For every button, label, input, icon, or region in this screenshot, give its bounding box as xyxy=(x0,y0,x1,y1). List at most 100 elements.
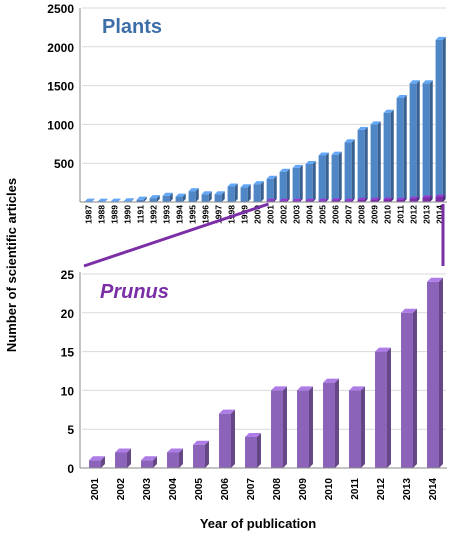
prunus-bar xyxy=(219,409,235,468)
plants-bar xyxy=(409,80,420,202)
prunus-overlay-bar xyxy=(266,198,276,202)
plants-y-tick: 500 xyxy=(54,157,74,171)
plants-title: Plants xyxy=(102,16,162,38)
prunus-overlay-bar xyxy=(305,198,315,202)
plants-bar xyxy=(175,193,186,202)
plants-bar xyxy=(214,191,225,202)
prunus-bar xyxy=(297,386,313,468)
prunus-y-tick: 15 xyxy=(61,346,75,360)
connector-line-left xyxy=(83,202,270,268)
plants-y-tick: 2000 xyxy=(47,41,74,55)
plants-bar xyxy=(357,126,368,202)
prunus-x-tick: 2013 xyxy=(402,478,413,501)
plants-chart: 500 1000 1500 2000 2500 1987 1988 1989 1990 1191… xyxy=(47,2,447,224)
prunus-x-tick: 2007 xyxy=(246,478,257,501)
prunus-y-tick: 10 xyxy=(61,384,75,398)
plants-bar xyxy=(227,183,238,202)
plants-x-tick: 2013 xyxy=(422,205,432,224)
prunus-overlay-bar xyxy=(279,198,289,202)
prunus-x-tick: 2002 xyxy=(116,478,127,501)
plants-bar xyxy=(201,191,212,202)
prunus-overlay-bar xyxy=(331,198,341,202)
plants-bars xyxy=(84,36,446,202)
prunus-overlay-bar xyxy=(318,198,328,202)
prunus-bar xyxy=(167,448,183,468)
prunus-y-tick: 20 xyxy=(61,307,75,321)
plants-x-tick: 1990 xyxy=(123,205,133,224)
plants-x-tick: 1992 xyxy=(149,205,159,224)
plants-x-tick: 1993 xyxy=(162,205,172,224)
plants-x-tick: 2000 xyxy=(253,205,263,224)
x-axis-label: Year of publication xyxy=(200,516,316,531)
plants-y-ticks: 500 1000 1500 2000 2500 xyxy=(47,2,74,171)
prunus-bar xyxy=(427,277,443,468)
plants-x-tick: 1996 xyxy=(201,205,211,224)
prunus-y-tick: 25 xyxy=(61,268,75,282)
prunus-y-tick: 5 xyxy=(67,423,74,437)
prunus-bar xyxy=(349,386,365,468)
prunus-bar xyxy=(141,456,157,468)
prunus-bar xyxy=(375,347,391,468)
plants-bar xyxy=(110,198,121,202)
plants-x-tick: 2004 xyxy=(305,205,315,224)
prunus-overlay-bar xyxy=(383,197,393,202)
prunus-bar xyxy=(323,378,339,468)
prunus-x-tick: 2012 xyxy=(376,478,387,501)
plants-bar xyxy=(318,152,329,202)
plants-bar xyxy=(383,109,394,202)
prunus-overlay-bar xyxy=(370,197,380,202)
plants-y-tick: 2500 xyxy=(47,2,74,16)
plants-x-tick: 2010 xyxy=(383,205,393,224)
prunus-overlay-bar xyxy=(344,198,354,202)
plants-bar xyxy=(305,160,316,202)
prunus-overlay-bar xyxy=(292,198,302,202)
prunus-bar xyxy=(89,456,105,468)
plants-bar xyxy=(344,139,355,202)
plants-bar xyxy=(97,198,108,202)
plants-x-tick: 2008 xyxy=(357,205,367,224)
plants-bar xyxy=(266,175,277,202)
prunus-y-tick: 0 xyxy=(67,462,74,476)
plants-y-tick: 1500 xyxy=(47,80,74,94)
prunus-bar xyxy=(115,448,131,468)
plants-x-tick: 1997 xyxy=(214,205,224,224)
plants-x-tick: 2014 xyxy=(435,205,445,224)
plants-bar xyxy=(149,195,160,202)
plants-bar xyxy=(123,198,134,202)
prunus-x-tick: 2006 xyxy=(220,478,231,501)
plants-bar xyxy=(136,196,147,202)
prunus-bar xyxy=(245,432,261,468)
plants-x-tick: 2009 xyxy=(370,205,380,224)
plants-x-tick: 1987 xyxy=(84,205,94,224)
plants-x-tick: 2011 xyxy=(396,205,406,224)
prunus-overlay-bar xyxy=(435,194,445,202)
y-axis-label: Number of scientific articles xyxy=(4,178,19,352)
plants-x-tick: 2001 xyxy=(266,205,276,224)
plants-x-tick: 2002 xyxy=(279,205,289,224)
plants-x-tick: 1995 xyxy=(188,205,198,224)
prunus-gridlines xyxy=(82,273,446,469)
plants-x-ticks: 1987 1988 1989 1990 1191 1992 1993 1994 1995 1996… xyxy=(84,205,445,224)
prunus-overlay-bar xyxy=(409,196,419,202)
prunus-x-tick: 2008 xyxy=(272,478,283,501)
plants-x-tick: 1191 xyxy=(136,205,146,224)
plants-x-tick: 2003 xyxy=(292,205,302,224)
plants-bar xyxy=(370,121,381,202)
prunus-bar xyxy=(193,440,209,468)
plants-x-tick: 2005 xyxy=(318,205,328,224)
prunus-bar xyxy=(271,386,287,468)
prunus-x-tick: 2014 xyxy=(428,478,439,501)
prunus-x-ticks: 2001 2002 2003 2004 2005 2006 2007 2008 2009 2010… xyxy=(90,478,439,501)
prunus-x-tick: 2003 xyxy=(142,478,153,501)
plants-x-tick: 1989 xyxy=(110,205,120,224)
zoom-connector xyxy=(83,202,445,268)
plants-x-tick: 2007 xyxy=(344,205,354,224)
plants-x-tick: 1998 xyxy=(227,205,237,224)
prunus-bars xyxy=(89,277,443,468)
plants-bar xyxy=(84,198,95,202)
prunus-overlay-bar xyxy=(396,197,406,202)
plants-x-tick: 2006 xyxy=(331,205,341,224)
plants-bar xyxy=(396,95,407,202)
prunus-x-tick: 2010 xyxy=(324,478,335,501)
